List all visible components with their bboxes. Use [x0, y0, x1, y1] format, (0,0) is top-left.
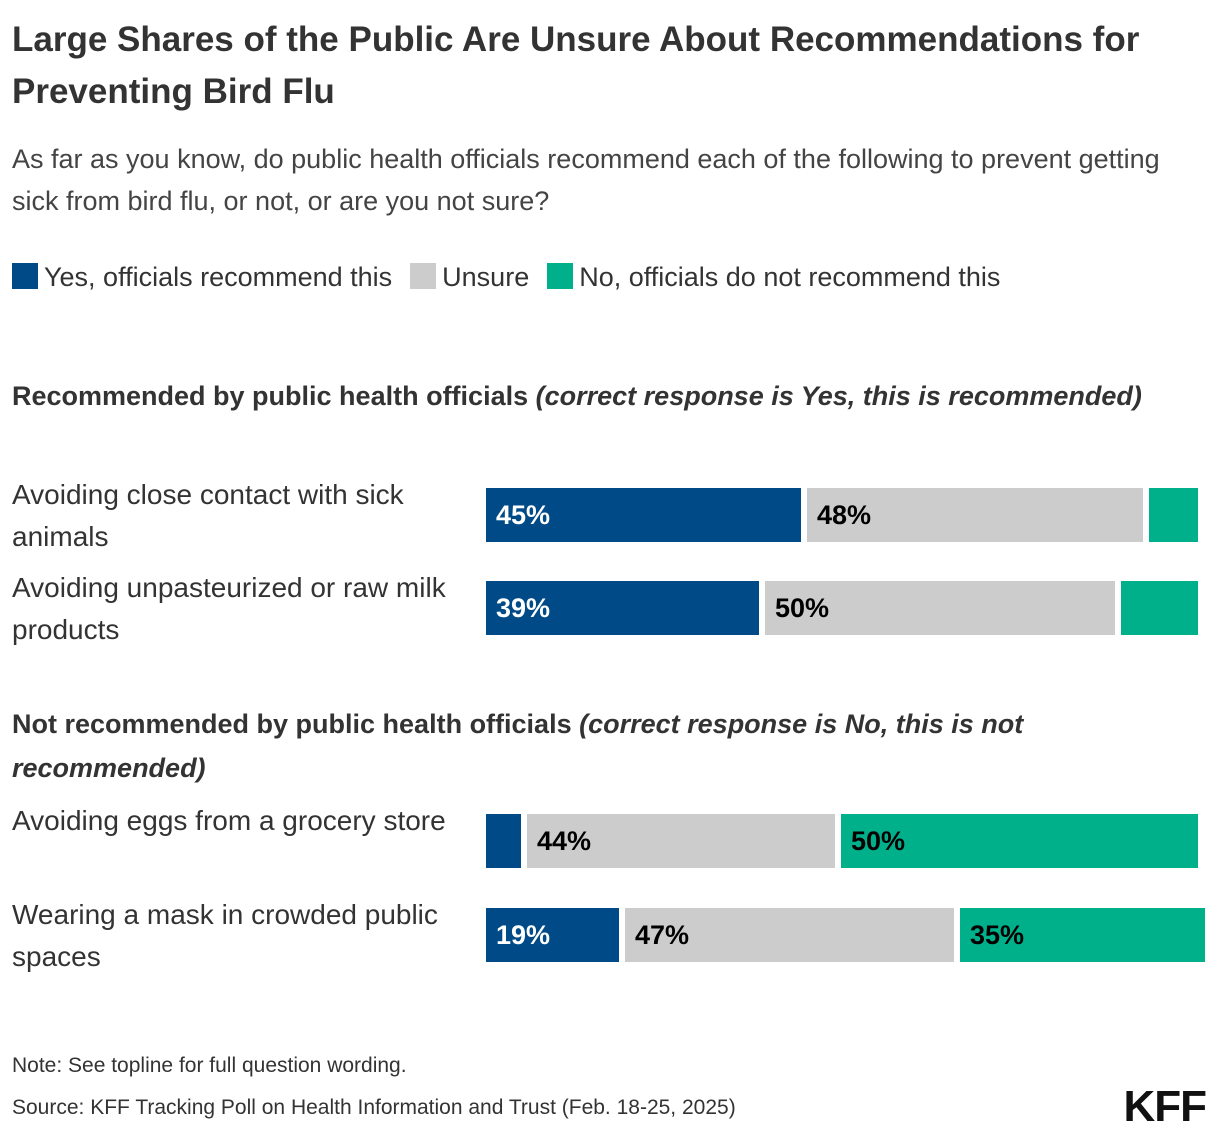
- legend-item: Unsure: [410, 250, 529, 304]
- legend-swatch: [547, 263, 574, 289]
- bar-segment: [1121, 581, 1198, 635]
- legend-swatch: [12, 263, 38, 289]
- value-label: 50%: [851, 826, 906, 856]
- value-label: 50%: [775, 593, 830, 623]
- legend-label: No, officials do not recommend this: [579, 262, 1001, 292]
- chart-title: Large Shares of the Public Are Unsure Ab…: [12, 20, 1140, 111]
- panel-heading: Not recommended by public health officia…: [12, 702, 1202, 790]
- legend: Yes, officials recommend this Unsure No, o…: [12, 250, 1202, 304]
- category-label: Avoiding unpasteurized or raw milk produ…: [12, 572, 446, 645]
- value-label: 48%: [817, 500, 872, 530]
- source: Source: KFF Tracking Poll on Health Info…: [12, 1096, 736, 1119]
- panel-heading-text: Recommended by public health officials: [12, 381, 529, 411]
- bar-segment: 50%: [765, 581, 1115, 635]
- bar-segment: 48%: [807, 488, 1143, 542]
- value-label: 45%: [496, 500, 551, 530]
- legend-item: No, officials do not recommend this: [547, 250, 1000, 304]
- chart-subtitle: As far as you know, do public health off…: [12, 144, 1160, 216]
- legend-item: Yes, officials recommend this: [12, 250, 392, 304]
- legend-label: Unsure: [442, 262, 530, 292]
- bar-segment: 44%: [527, 814, 835, 868]
- bar-segment: 47%: [625, 908, 954, 962]
- note: Note: See topline for full question word…: [12, 1054, 407, 1077]
- legend-swatch: [410, 263, 437, 289]
- category-label: Wearing a mask in crowded public spaces: [12, 899, 438, 972]
- value-label: 44%: [537, 826, 592, 856]
- legend-label: Yes, officials recommend this: [44, 262, 393, 292]
- panel-heading-note: (correct response is No, this is not rec…: [12, 709, 1024, 783]
- value-label: 47%: [635, 920, 690, 950]
- category-label: Avoiding close contact with sick animals: [12, 479, 404, 552]
- category-label: Avoiding eggs from a grocery store: [12, 805, 446, 836]
- bar-segment: 50%: [841, 814, 1198, 868]
- value-label: 35%: [970, 920, 1025, 950]
- bar-segment: 19%: [486, 908, 619, 962]
- panel-heading: Recommended by public health officials (…: [12, 374, 1202, 418]
- bar-segment: 35%: [960, 908, 1205, 962]
- bar-segment: 39%: [486, 581, 759, 635]
- logo: KFF: [1123, 1082, 1207, 1131]
- panel-heading-note: (correct response is Yes, this is recomm…: [535, 381, 1142, 411]
- panel-heading-text: Not recommended by public health officia…: [12, 709, 572, 739]
- bar-segment: [486, 814, 521, 868]
- value-label: 39%: [496, 593, 551, 623]
- bar-segment: [1149, 488, 1198, 542]
- value-label: 19%: [496, 920, 551, 950]
- bar-segment: 45%: [486, 488, 801, 542]
